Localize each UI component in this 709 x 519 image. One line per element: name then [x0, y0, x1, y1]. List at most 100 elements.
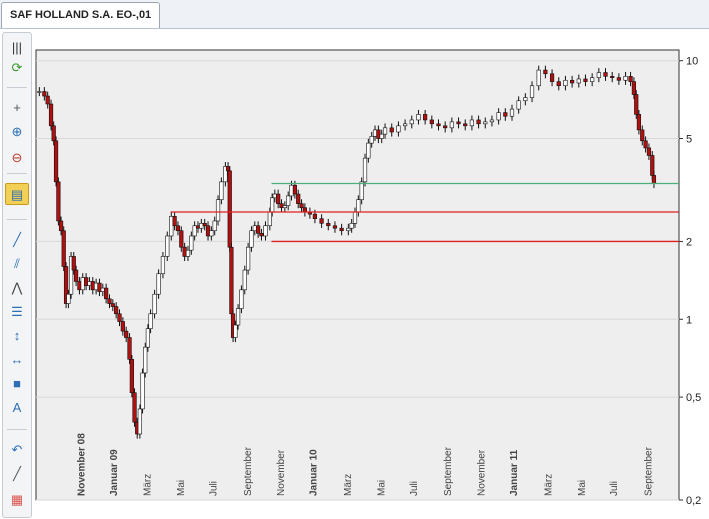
candle-body: [389, 127, 394, 133]
tab-bar: SAF HOLLAND S.A. EO-,01: [0, 0, 709, 29]
candle-body: [643, 140, 648, 149]
x-tick-label: Juli: [609, 481, 620, 496]
zoom-out-icon[interactable]: ⊖: [11, 149, 23, 165]
candle-body: [246, 246, 251, 271]
x-tick-label: Mai: [376, 480, 387, 496]
candle-body: [483, 121, 488, 125]
candle-body: [256, 225, 261, 234]
candle-body: [549, 73, 555, 82]
candle-body: [543, 69, 548, 75]
candle-body: [429, 119, 434, 125]
candle-body: [227, 170, 232, 248]
candle-body: [53, 140, 59, 183]
candle-body: [349, 223, 354, 229]
candle-body: [631, 81, 637, 95]
candle-body: [267, 211, 272, 227]
arc-icon[interactable]: ↶: [11, 441, 23, 457]
chart-tab[interactable]: SAF HOLLAND S.A. EO-,01: [1, 2, 161, 28]
crosshair-icon[interactable]: +: [13, 99, 21, 115]
peak-icon[interactable]: ⋀: [11, 279, 23, 295]
candle-body: [640, 129, 645, 142]
x-tick-label: März: [543, 474, 554, 496]
candle-body: [58, 220, 64, 232]
candle-body: [449, 121, 454, 129]
x-tick-label: September: [243, 446, 254, 496]
candle-body: [172, 216, 177, 227]
candle-body: [114, 306, 119, 315]
refresh-icon[interactable]: ⟳: [11, 59, 23, 75]
candle-body: [179, 230, 184, 248]
candle-body: [628, 76, 633, 82]
x-tick-label: November: [477, 449, 488, 496]
candle-body: [97, 282, 102, 292]
candle-body: [242, 269, 247, 291]
vertical-line-icon[interactable]: ↕: [13, 327, 21, 343]
rectangle-icon[interactable]: ■: [13, 375, 21, 391]
candle-body: [71, 256, 76, 271]
y-tick-label: 5: [686, 134, 692, 146]
candle-body: [229, 246, 234, 315]
candle-body: [536, 69, 541, 87]
support-lines: [170, 182, 679, 243]
candle-body: [110, 303, 115, 307]
channel-icon[interactable]: ⫽: [14, 255, 20, 271]
candle-body: [443, 125, 448, 129]
zoom-in-icon[interactable]: ⊕: [11, 123, 23, 139]
candle-body: [104, 287, 109, 300]
x-tick-label: September: [644, 446, 655, 496]
candle-body: [529, 85, 535, 98]
candle-body: [143, 346, 148, 374]
candle-body: [249, 230, 254, 248]
candle-body: [66, 293, 71, 304]
candle-body: [175, 225, 181, 232]
horizontal-line-icon[interactable]: ↔: [10, 351, 24, 367]
candle-body: [563, 79, 568, 87]
candle-body: [148, 313, 153, 329]
candle-body: [219, 181, 224, 201]
candle-body: [596, 72, 601, 78]
y-tick-label: 2: [686, 236, 692, 248]
candlestick-series: [37, 65, 657, 439]
candle-body: [132, 392, 137, 423]
candle-body: [436, 123, 441, 127]
candle-body: [129, 359, 134, 394]
trendline-icon[interactable]: ╱: [13, 231, 21, 247]
candle-body: [409, 119, 414, 125]
candle-body: [48, 103, 54, 127]
candle-body: [296, 193, 301, 204]
candle-body: [140, 372, 145, 410]
candle-body: [402, 123, 408, 127]
x-tick-label: Juli: [208, 481, 219, 496]
candle-body: [63, 266, 69, 304]
candle-body: [223, 166, 228, 183]
candle-body: [127, 337, 132, 360]
price-chart[interactable]: November 08 Januar 09 März Mai Juli September…: [34, 46, 709, 506]
candle-body: [489, 119, 495, 123]
x-tick-label: September: [443, 446, 454, 496]
x-tick-label: März: [143, 474, 154, 496]
columns-icon[interactable]: |||: [11, 39, 23, 55]
candle-body: [646, 147, 652, 156]
candle-body: [496, 112, 501, 121]
candle-body: [312, 213, 318, 219]
candle-body: [152, 293, 157, 315]
fibonacci-icon[interactable]: ☰: [11, 303, 23, 319]
candle-body: [332, 225, 338, 229]
palette-icon[interactable]: ▦: [10, 491, 24, 507]
candle-body: [299, 203, 304, 209]
candle-body: [235, 308, 241, 326]
x-tick-label: Mai: [577, 480, 588, 496]
text-icon[interactable]: A: [12, 399, 22, 415]
candle-body: [239, 289, 244, 309]
line-icon[interactable]: ╱: [13, 465, 21, 481]
candle-body: [45, 95, 50, 105]
candle-body: [463, 123, 468, 127]
candle-body: [623, 76, 628, 81]
candle-body: [379, 133, 384, 139]
candle-body: [286, 195, 291, 206]
chart-type-icon[interactable]: ▤: [5, 183, 29, 205]
candle-body: [160, 256, 166, 275]
candle-body: [169, 216, 174, 237]
candle-body: [634, 94, 639, 115]
plot-area: [35, 49, 680, 501]
